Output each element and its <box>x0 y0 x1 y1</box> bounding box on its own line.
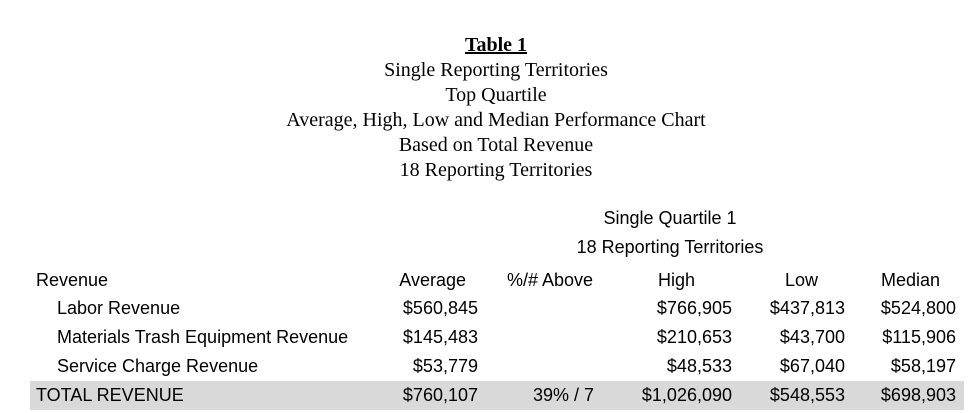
row-high: $48,533 <box>666 356 732 376</box>
table-row: Labor Revenue $560,845 $766,905 $437,813… <box>30 294 964 323</box>
column-header-above: %/# Above <box>506 270 593 290</box>
title-line-chart: Average, High, Low and Median Performanc… <box>286 109 706 131</box>
title-line-territories: Single Reporting Territories <box>384 59 608 81</box>
title-line-basis: Based on Total Revenue <box>398 134 594 156</box>
row-high: $210,653 <box>656 327 732 347</box>
row-low: $67,040 <box>779 356 845 376</box>
column-header-average: Average <box>399 270 466 290</box>
total-average: $760,107 <box>402 385 478 405</box>
table-row: Service Charge Revenue $53,779 $48,533 $… <box>30 352 964 381</box>
group-header-territories: 18 Reporting Territories <box>576 237 764 257</box>
total-above: 39% / 7 <box>532 385 594 405</box>
row-label: Labor Revenue <box>57 298 181 318</box>
column-header-low: Low <box>784 270 818 290</box>
row-average: $53,779 <box>412 356 478 376</box>
column-header-median: Median <box>880 270 940 290</box>
row-label: Service Charge Revenue <box>57 356 259 376</box>
table-row: Materials Trash Equipment Revenue $145,4… <box>30 323 964 352</box>
total-row: TOTAL REVENUE $760,107 39% / 7 $1,026,09… <box>30 381 964 410</box>
row-low: $43,700 <box>779 327 845 347</box>
row-high: $766,905 <box>656 298 732 318</box>
total-low: $548,553 <box>769 385 845 405</box>
row-median: $115,906 <box>882 327 956 347</box>
column-header-row: Revenue Average %/# Above High Low Media… <box>30 266 964 295</box>
row-median: $524,800 <box>880 298 956 318</box>
column-header-high: High <box>657 270 695 290</box>
row-label: Materials Trash Equipment Revenue <box>57 327 349 347</box>
row-low: $437,813 <box>769 298 845 318</box>
table-number: Table 1 <box>464 34 528 56</box>
row-average: $145,483 <box>402 327 478 347</box>
column-header-revenue: Revenue <box>36 270 109 290</box>
total-label: TOTAL REVENUE <box>36 385 184 405</box>
table-title-block: Table 1 Single Reporting Territories Top… <box>0 33 980 183</box>
total-high: $1,026,090 <box>641 385 732 405</box>
title-line-count: 18 Reporting Territories <box>399 159 593 181</box>
group-header-quartile: Single Quartile 1 <box>603 208 737 228</box>
total-median: $698,903 <box>880 385 956 405</box>
row-median: $58,197 <box>890 356 956 376</box>
title-line-quartile: Top Quartile <box>445 84 547 106</box>
row-average: $560,845 <box>402 298 478 318</box>
